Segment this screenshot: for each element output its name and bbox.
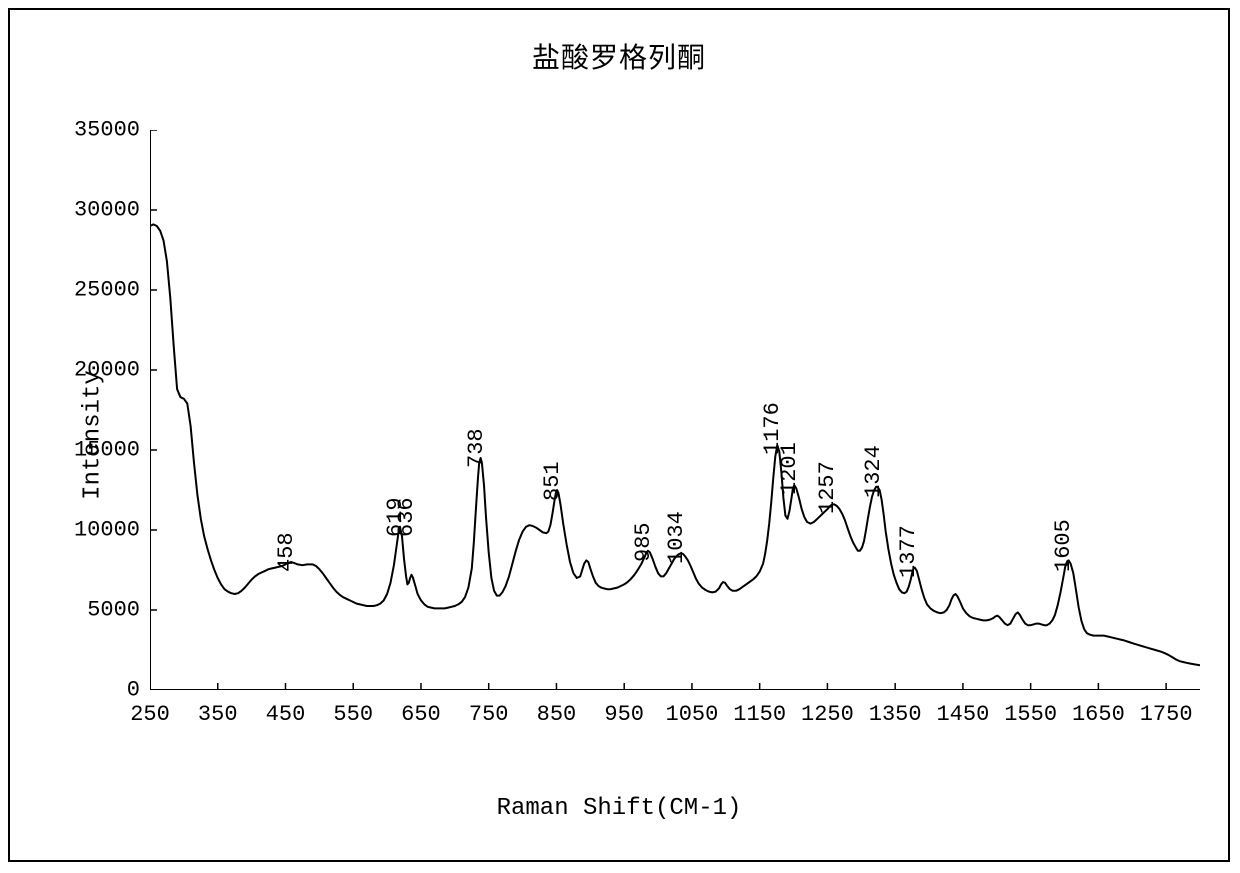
x-tick-label: 1250 <box>801 702 854 727</box>
x-tick-label: 1350 <box>869 702 922 727</box>
x-tick-label: 850 <box>537 702 577 727</box>
peak-label: 458 <box>274 532 299 572</box>
x-tick-label: 650 <box>401 702 441 727</box>
y-tick-label: 0 <box>60 678 140 703</box>
chart-title: 盐酸罗格列酮 <box>10 36 1228 76</box>
y-axis-label: Intensity <box>79 370 106 500</box>
y-tick-label: 5000 <box>60 598 140 623</box>
x-tick-label: 1450 <box>936 702 989 727</box>
peak-label: 1201 <box>777 442 802 495</box>
x-tick-label: 450 <box>266 702 306 727</box>
chart-frame: 盐酸罗格列酮 Intensity Raman Shift(CM-1) 25035… <box>8 8 1230 862</box>
y-tick-label: 10000 <box>60 518 140 543</box>
peak-label: 636 <box>394 497 419 537</box>
x-tick-label: 1150 <box>733 702 786 727</box>
peak-label: 738 <box>464 428 489 468</box>
peak-label: 985 <box>631 523 656 563</box>
x-tick-label: 1650 <box>1072 702 1125 727</box>
x-tick-label: 1550 <box>1004 702 1057 727</box>
peak-label: 1324 <box>861 445 886 498</box>
x-axis-label: Raman Shift(CM-1) <box>10 795 1228 822</box>
y-tick-label: 35000 <box>60 118 140 143</box>
peak-label: 1257 <box>815 461 840 514</box>
y-tick-label: 25000 <box>60 278 140 303</box>
x-tick-label: 350 <box>198 702 238 727</box>
y-tick-label: 15000 <box>60 438 140 463</box>
plot-svg <box>150 130 1200 690</box>
peak-label: 851 <box>540 462 565 502</box>
x-tick-label: 750 <box>469 702 509 727</box>
peak-label: 1034 <box>664 511 689 564</box>
x-tick-label: 950 <box>604 702 644 727</box>
peak-label: 1605 <box>1051 519 1076 572</box>
x-tick-label: 250 <box>130 702 170 727</box>
x-tick-label: 1750 <box>1140 702 1193 727</box>
peak-label: 1377 <box>896 525 921 578</box>
plot-area: 2503504505506507508509501050115012501350… <box>150 130 1200 690</box>
y-tick-label: 20000 <box>60 358 140 383</box>
x-tick-label: 550 <box>333 702 373 727</box>
x-tick-label: 1050 <box>666 702 719 727</box>
y-tick-label: 30000 <box>60 198 140 223</box>
